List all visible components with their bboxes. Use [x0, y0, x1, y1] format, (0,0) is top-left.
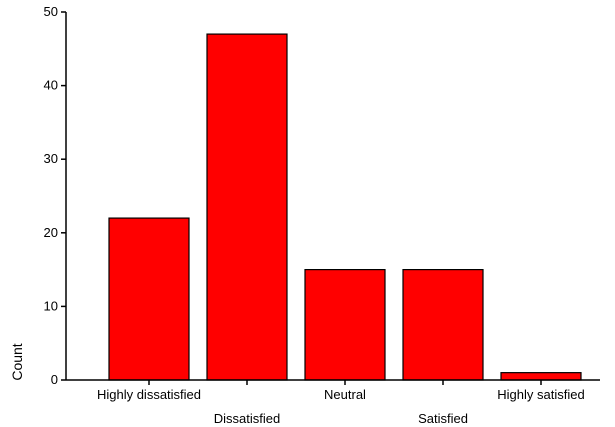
bar — [108, 217, 190, 381]
y-tick-label: 10 — [44, 298, 58, 313]
x-category-label: Neutral — [324, 387, 366, 402]
y-tick-label: 30 — [44, 151, 58, 166]
bar — [206, 33, 288, 381]
y-tick-label: 0 — [51, 372, 58, 387]
axes-group — [65, 12, 600, 381]
bar — [500, 372, 582, 381]
x-labels-group: Highly dissatisfied Dissatisfied Neutral Sa… — [97, 380, 585, 426]
bar — [402, 269, 484, 381]
bar — [304, 269, 386, 381]
bars-group — [108, 33, 582, 381]
x-category-label: Highly dissatisfied — [97, 387, 201, 402]
y-tick-label: 50 — [44, 4, 58, 19]
x-category-label: Dissatisfied — [214, 411, 280, 426]
y-tick-label: 40 — [44, 78, 58, 93]
x-category-label: Satisfied — [418, 411, 468, 426]
y-ticks-group: 0 10 20 30 40 50 — [44, 4, 66, 387]
y-axis-title: Count — [9, 343, 25, 380]
y-tick-label: 20 — [44, 225, 58, 240]
x-category-label: Highly satisfied — [497, 387, 584, 402]
